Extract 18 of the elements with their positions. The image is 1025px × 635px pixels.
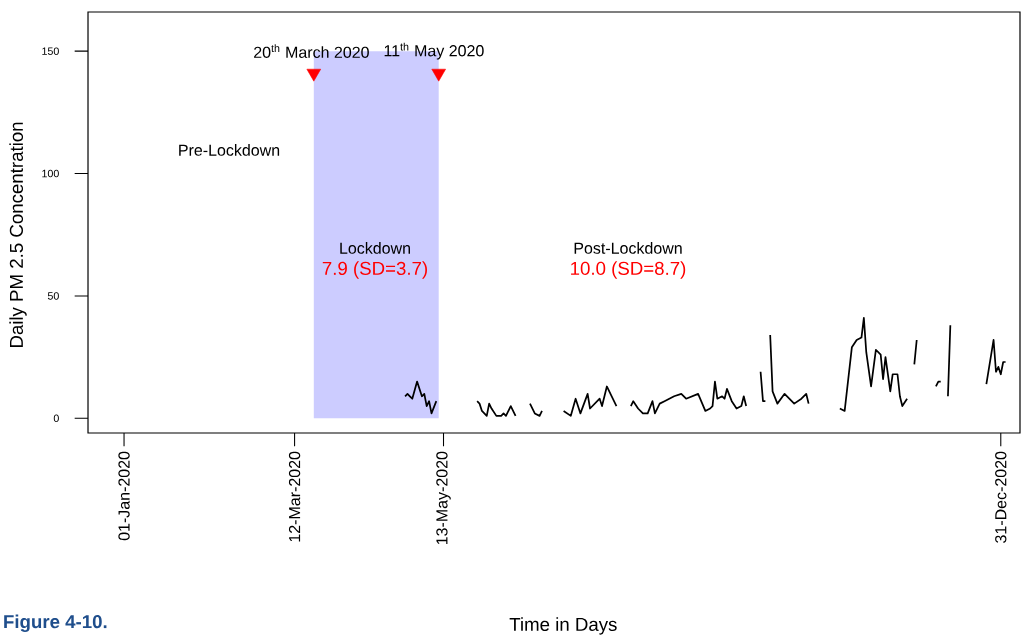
x-tick-label: 31-Dec-2020 xyxy=(995,451,1007,543)
annotation: 11$^{th}$ May 2020 xyxy=(384,42,484,60)
y-tick-label: 0 xyxy=(53,414,59,423)
y-tick-label: 50 xyxy=(47,292,59,300)
annotation: Lockdown xyxy=(340,242,410,254)
annotation: Pre-Lockdown xyxy=(179,144,280,156)
annotation: Post-Lockdown xyxy=(574,242,682,254)
x-tick-label: 12-Mar-2020 xyxy=(288,451,301,542)
y-axis-title: Daily PM 2.5 Concentration xyxy=(9,122,27,348)
x-axis-title: Time in Days xyxy=(509,617,617,635)
y-tick-label: 100 xyxy=(42,169,59,178)
annotation: 10.0 (SD=8.7) xyxy=(571,261,686,279)
annotation: 7.9 (SD=3.7) xyxy=(322,261,427,279)
x-tick-label: 01-Jan-2020 xyxy=(118,451,130,541)
annotation: 20$^{th}$ March 2020 xyxy=(254,44,369,58)
caption: Figure 4-10. xyxy=(4,614,107,633)
x-tick-label: 13-May-2020 xyxy=(436,451,451,545)
y-tick-label: 150 xyxy=(42,47,59,55)
